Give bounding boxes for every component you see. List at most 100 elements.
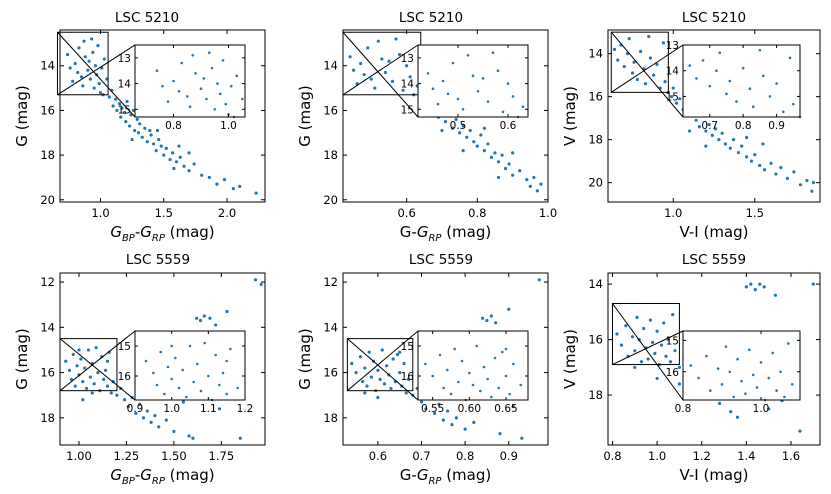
data-point bbox=[663, 80, 667, 84]
data-point bbox=[779, 166, 783, 170]
inset-y-tick-label: 14 bbox=[118, 79, 132, 91]
inset-data-point bbox=[708, 84, 712, 88]
inset-data-point bbox=[457, 380, 460, 384]
data-point bbox=[518, 169, 522, 173]
data-point bbox=[753, 153, 757, 157]
data-point bbox=[253, 278, 258, 282]
inset-data-point bbox=[161, 84, 164, 88]
data-point bbox=[367, 350, 371, 354]
inset-data-point bbox=[728, 370, 732, 374]
axes-frame bbox=[342, 29, 549, 203]
inset-data-point bbox=[155, 69, 159, 73]
data-point bbox=[225, 309, 229, 314]
inset-data-point bbox=[689, 364, 693, 367]
data-point bbox=[461, 149, 465, 153]
data-point bbox=[149, 420, 153, 424]
data-point bbox=[437, 402, 441, 406]
inset-data-point bbox=[225, 359, 228, 363]
data-point bbox=[468, 128, 472, 133]
data-point bbox=[140, 135, 144, 139]
data-point bbox=[655, 62, 659, 66]
data-point bbox=[172, 429, 176, 434]
inset-x-tick-label: 1.1 bbox=[200, 403, 217, 415]
inset-data-point bbox=[761, 74, 765, 78]
data-point bbox=[612, 47, 617, 51]
data-point bbox=[728, 146, 732, 150]
data-point bbox=[365, 384, 369, 388]
y-tick-label: 14 bbox=[40, 59, 55, 73]
data-point bbox=[482, 126, 486, 130]
inset-data-point bbox=[216, 82, 219, 85]
inset-data-point bbox=[224, 102, 228, 106]
data-point bbox=[785, 176, 789, 180]
data-point bbox=[655, 329, 659, 333]
panel-2-title: LSC 5210 bbox=[399, 10, 463, 26]
inset-frame bbox=[134, 44, 246, 118]
inset-background bbox=[683, 331, 800, 400]
data-point bbox=[811, 181, 816, 185]
inset-data-point bbox=[501, 110, 505, 114]
x-axis-label: V-I (mag) bbox=[679, 223, 748, 241]
y-tick-label: 20 bbox=[588, 176, 603, 190]
panel-6-title: LSC 5559 bbox=[682, 252, 746, 268]
data-point bbox=[401, 88, 405, 92]
data-point bbox=[525, 178, 529, 182]
inset-data-point bbox=[787, 342, 790, 345]
data-point bbox=[774, 172, 778, 176]
x-tick-label: 0.8 bbox=[456, 449, 474, 463]
data-point bbox=[362, 73, 366, 77]
y-tick-label: 18 bbox=[588, 388, 603, 402]
inset-data-point bbox=[431, 374, 434, 378]
data-point bbox=[67, 368, 72, 372]
data-point bbox=[380, 57, 384, 61]
inset-data-point bbox=[155, 383, 159, 387]
data-point bbox=[77, 348, 81, 352]
data-point bbox=[127, 124, 132, 128]
inset-data-point bbox=[210, 66, 214, 70]
data-point bbox=[440, 128, 444, 133]
data-point bbox=[90, 391, 94, 395]
x-axis-label: G-GRP (mag) bbox=[400, 466, 491, 487]
inset-y-tick-label: 15 bbox=[666, 335, 679, 347]
data-point bbox=[130, 137, 134, 142]
data-point bbox=[639, 360, 644, 364]
inset-data-point bbox=[511, 95, 515, 98]
data-point bbox=[103, 368, 108, 372]
inset-data-point bbox=[438, 353, 442, 357]
data-point bbox=[94, 346, 98, 350]
data-point bbox=[207, 175, 211, 180]
inset-data-point bbox=[446, 368, 449, 372]
inset-x-tick-label: 0.9 bbox=[127, 403, 144, 415]
zoom-connector bbox=[610, 44, 684, 93]
inset-data-point bbox=[172, 79, 175, 83]
inset-data-point bbox=[218, 383, 221, 387]
data-point bbox=[404, 391, 408, 395]
data-point bbox=[391, 357, 395, 361]
inset-data-point bbox=[229, 84, 233, 88]
data-point bbox=[482, 149, 486, 153]
y-tick-label: 12 bbox=[40, 275, 55, 289]
data-point bbox=[745, 155, 749, 159]
panel-3-plot: 1.0 1.5 14 16 18 20 V-I (mag) V (mag) 0.7 0.8 0.9 1… bbox=[561, 29, 821, 241]
data-point bbox=[461, 124, 465, 128]
data-point bbox=[369, 375, 373, 379]
inset-data-point bbox=[471, 383, 475, 387]
data-point bbox=[749, 282, 753, 286]
data-point bbox=[406, 377, 411, 381]
x-tick-label: 1.50 bbox=[161, 449, 187, 463]
inset-data-point bbox=[476, 89, 480, 93]
data-point bbox=[805, 178, 809, 183]
data-point bbox=[798, 429, 802, 433]
zoom-connector bbox=[59, 338, 136, 401]
data-point bbox=[82, 39, 86, 43]
inset-data-point bbox=[748, 87, 752, 91]
x-tick-label: 1.5 bbox=[746, 206, 764, 220]
inset-data-point bbox=[486, 100, 490, 103]
x-tick-label: 0.6 bbox=[397, 206, 415, 220]
data-point bbox=[633, 365, 637, 369]
inset-data-point bbox=[426, 71, 430, 75]
inset-data-point bbox=[697, 376, 700, 380]
inset-data-point bbox=[235, 74, 239, 78]
inset-data-point bbox=[170, 377, 173, 381]
inset-data-point bbox=[736, 357, 739, 361]
